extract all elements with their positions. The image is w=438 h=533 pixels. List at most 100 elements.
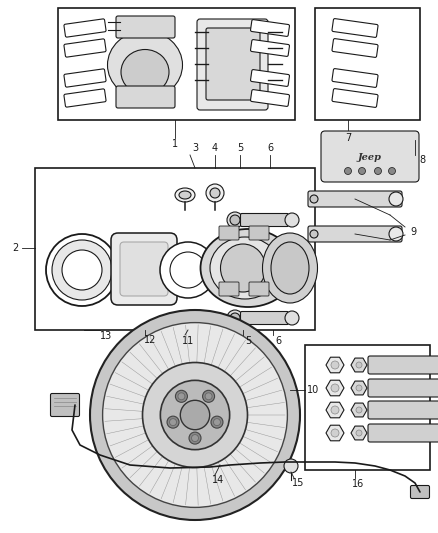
Circle shape [160,381,230,450]
Circle shape [374,167,381,174]
Circle shape [227,212,243,228]
FancyBboxPatch shape [368,424,438,442]
Text: 8: 8 [419,155,425,165]
Ellipse shape [175,188,195,202]
FancyBboxPatch shape [116,86,175,108]
Circle shape [310,195,318,203]
Text: 3: 3 [192,143,198,153]
Text: 5: 5 [237,143,243,153]
Circle shape [205,393,212,400]
Ellipse shape [220,244,265,292]
FancyBboxPatch shape [332,38,378,58]
FancyBboxPatch shape [251,70,290,86]
Ellipse shape [271,242,309,294]
FancyBboxPatch shape [251,39,290,56]
Circle shape [358,167,365,174]
FancyBboxPatch shape [308,226,402,242]
Text: 16: 16 [352,479,364,489]
Text: 12: 12 [144,335,156,345]
FancyBboxPatch shape [251,90,290,107]
Circle shape [331,361,339,369]
Ellipse shape [201,229,296,307]
Circle shape [345,167,352,174]
Circle shape [389,227,403,241]
FancyBboxPatch shape [120,242,168,296]
Circle shape [230,215,240,225]
FancyBboxPatch shape [219,282,239,296]
FancyBboxPatch shape [219,226,239,240]
Circle shape [213,418,220,426]
Circle shape [210,188,220,198]
Text: 11: 11 [182,336,194,346]
Circle shape [389,167,396,174]
Circle shape [178,393,185,400]
Bar [305,345,430,470]
Circle shape [331,429,339,437]
Circle shape [356,385,362,391]
Circle shape [284,459,298,473]
Text: 9: 9 [410,227,416,237]
Circle shape [160,242,216,298]
Circle shape [356,430,362,436]
FancyBboxPatch shape [111,233,177,305]
Circle shape [46,234,118,306]
FancyBboxPatch shape [308,191,402,207]
Ellipse shape [210,237,280,299]
Circle shape [191,434,198,442]
Circle shape [206,184,224,202]
Circle shape [170,252,206,288]
Circle shape [170,418,177,426]
Text: Jeep: Jeep [358,152,382,161]
FancyBboxPatch shape [249,282,269,296]
Text: 1: 1 [172,139,178,149]
FancyBboxPatch shape [64,89,106,107]
Bar [315,8,420,120]
Text: 14: 14 [212,475,224,485]
Bar [35,168,315,330]
FancyBboxPatch shape [50,393,80,416]
Circle shape [227,310,243,326]
FancyBboxPatch shape [64,39,106,57]
Text: 13: 13 [100,331,112,341]
Text: 6: 6 [275,336,281,346]
FancyBboxPatch shape [116,16,175,38]
Circle shape [52,240,112,300]
Text: 2: 2 [12,243,18,253]
Circle shape [389,192,403,206]
FancyBboxPatch shape [240,311,289,325]
FancyBboxPatch shape [251,20,290,36]
FancyBboxPatch shape [368,379,438,397]
Ellipse shape [262,233,318,303]
FancyBboxPatch shape [368,401,438,419]
Circle shape [285,213,299,227]
Text: 4: 4 [212,143,218,153]
Circle shape [102,322,287,507]
Circle shape [356,362,362,368]
Text: 5: 5 [245,336,251,346]
Ellipse shape [121,50,169,94]
FancyBboxPatch shape [321,131,419,182]
FancyBboxPatch shape [197,19,268,110]
Circle shape [285,311,299,325]
Text: 7: 7 [345,133,351,143]
Circle shape [356,407,362,413]
Ellipse shape [179,191,191,199]
FancyBboxPatch shape [410,486,430,498]
Circle shape [203,390,215,402]
FancyBboxPatch shape [64,69,106,87]
Circle shape [331,406,339,414]
FancyBboxPatch shape [332,88,378,107]
FancyBboxPatch shape [368,356,438,374]
Bar [58,8,295,120]
Circle shape [62,250,102,290]
FancyBboxPatch shape [249,226,269,240]
Circle shape [167,416,179,428]
FancyBboxPatch shape [64,19,106,37]
Circle shape [230,313,240,323]
Text: 15: 15 [292,478,304,488]
Circle shape [189,432,201,444]
FancyBboxPatch shape [332,69,378,87]
Text: 6: 6 [267,143,273,153]
FancyBboxPatch shape [240,214,289,227]
FancyBboxPatch shape [332,19,378,37]
